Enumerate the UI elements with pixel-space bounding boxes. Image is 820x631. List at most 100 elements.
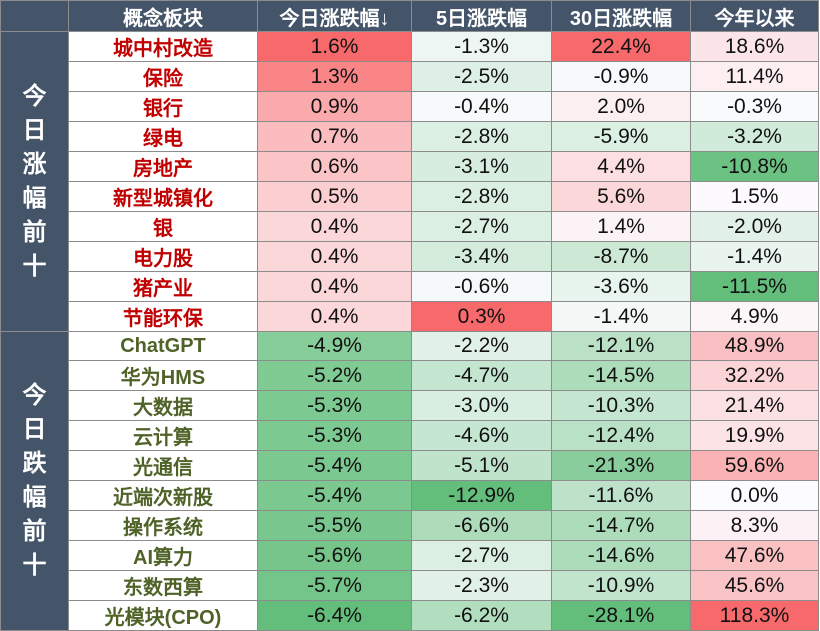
value-5day: -2.7% [411,540,552,571]
value-5day: -0.4% [411,91,552,122]
sector-name: 近端次新股 [68,480,258,511]
value-5day: -6.6% [411,510,552,541]
value-30day: -12.4% [551,420,691,451]
column-header-5day: 5日涨跌幅 [411,0,552,32]
value-today: -5.3% [257,420,412,451]
table-row: 银行 0.9% -0.4% 2.0% -0.3% [1,91,819,122]
value-30day: -10.9% [551,570,691,601]
value-ytd: -3.2% [690,121,819,152]
value-today: -5.4% [257,450,412,481]
sector-name: 新型城镇化 [68,181,258,212]
group-label-text: 今日跌幅前十 [22,382,47,579]
value-today: 0.7% [257,121,412,152]
table-row: 操作系统 -5.5% -6.6% -14.7% 8.3% [1,510,819,541]
value-ytd: 48.9% [690,331,819,361]
value-ytd: 18.6% [690,31,819,62]
sector-name: 保险 [68,61,258,92]
table-row: 房地产 0.6% -3.1% 4.4% -10.8% [1,151,819,182]
value-5day: -2.2% [411,331,552,361]
value-ytd: 32.2% [690,360,819,391]
value-ytd: 118.3% [690,600,819,631]
table-row: 光通信 -5.4% -5.1% -21.3% 59.6% [1,450,819,481]
value-ytd: 8.3% [690,510,819,541]
value-today: 0.4% [257,271,412,302]
table-row: 今日涨幅前十 城中村改造 1.6% -1.3% 22.4% 18.6% [0,31,819,332]
value-ytd: 19.9% [690,420,819,451]
table-row: 近端次新股 -5.4% -12.9% -11.6% 0.0% [1,480,819,511]
column-header-sector: 概念板块 [68,0,258,32]
value-30day: 4.4% [551,151,691,182]
table-row: 华为HMS -5.2% -4.7% -14.5% 32.2% [1,360,819,391]
value-5day: -4.6% [411,420,552,451]
value-30day: -28.1% [551,600,691,631]
table-row: 云计算 -5.3% -4.6% -12.4% 19.9% [1,420,819,451]
table-row: 东数西算 -5.7% -2.3% -10.9% 45.6% [1,570,819,601]
table-row: 节能环保 0.4% 0.3% -1.4% 4.9% [1,301,819,332]
value-today: -5.6% [257,540,412,571]
sector-name: AI算力 [68,540,258,571]
value-30day: -1.4% [551,301,691,332]
value-ytd: 59.6% [690,450,819,481]
value-5day: -1.3% [411,31,552,62]
column-header-today: 今日涨跌幅↓ [257,0,412,32]
value-5day: -2.3% [411,570,552,601]
sector-name: ChatGPT [68,331,258,361]
value-today: 1.3% [257,61,412,92]
group-label-text: 今日涨幅前十 [22,82,47,280]
value-5day: -12.9% [411,480,552,511]
value-ytd: 4.9% [690,301,819,332]
value-5day: -2.8% [411,181,552,212]
value-today: 0.6% [257,151,412,182]
sector-name: 银行 [68,91,258,122]
value-5day: -5.1% [411,450,552,481]
value-30day: -8.7% [551,241,691,272]
value-30day: -5.9% [551,121,691,152]
table-body: 今日涨幅前十 城中村改造 1.6% -1.3% 22.4% 18.6% 保险 1.3% -2.5… [0,31,819,631]
sector-name: 绿电 [68,121,258,152]
value-ytd: 47.6% [690,540,819,571]
value-5day: -3.4% [411,241,552,272]
sector-name: 房地产 [68,151,258,182]
value-30day: 1.4% [551,211,691,242]
group-label: 今日跌幅前十 [0,331,69,631]
sector-name: 银 [68,211,258,242]
value-ytd: -2.0% [690,211,819,242]
value-today: 0.4% [257,301,412,332]
value-5day: -2.5% [411,61,552,92]
table-row: 大数据 -5.3% -3.0% -10.3% 21.4% [1,390,819,421]
value-30day: -21.3% [551,450,691,481]
value-30day: -3.6% [551,271,691,302]
value-ytd: 45.6% [690,570,819,601]
value-today: -4.9% [257,331,412,361]
value-5day: -6.2% [411,600,552,631]
value-5day: -4.7% [411,360,552,391]
value-30day: -14.7% [551,510,691,541]
value-ytd: 0.0% [690,480,819,511]
value-5day: -3.0% [411,390,552,421]
value-5day: 0.3% [411,301,552,332]
value-ytd: 11.4% [690,61,819,92]
sector-name: 电力股 [68,241,258,272]
value-ytd: -10.8% [690,151,819,182]
value-today: -6.4% [257,600,412,631]
group-label: 今日涨幅前十 [0,31,69,332]
sector-name: 华为HMS [68,360,258,391]
value-today: -5.2% [257,360,412,391]
table-row: 猪产业 0.4% -0.6% -3.6% -11.5% [1,271,819,302]
value-ytd: -1.4% [690,241,819,272]
value-30day: -14.5% [551,360,691,391]
value-ytd: 1.5% [690,181,819,212]
value-5day: -3.1% [411,151,552,182]
value-today: -5.3% [257,390,412,421]
value-30day: -14.6% [551,540,691,571]
value-5day: -2.8% [411,121,552,152]
value-today: -5.5% [257,510,412,541]
value-30day: -12.1% [551,331,691,361]
value-today: 0.5% [257,181,412,212]
sector-name: 城中村改造 [68,31,258,62]
value-30day: 22.4% [551,31,691,62]
header-row: 概念板块 今日涨跌幅↓ 5日涨跌幅 30日涨跌幅 今年以来 [0,0,819,32]
value-today: 1.6% [257,31,412,62]
sector-name: 操作系统 [68,510,258,541]
